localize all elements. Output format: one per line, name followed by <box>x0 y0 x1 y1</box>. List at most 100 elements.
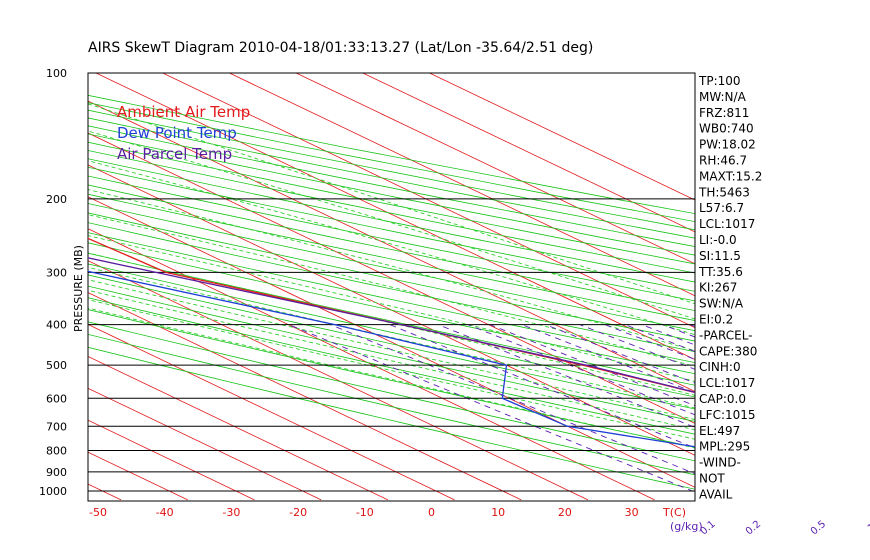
stability-indices: TP:100 MW:N/A FRZ:811 WB0:740 PW:18.02 RH:46.… <box>698 74 762 501</box>
index-label: KI:267 <box>699 281 737 295</box>
pressure-tick-label: 500 <box>46 359 67 372</box>
mixing-ratio-line <box>489 324 695 407</box>
dry-adiabat-line <box>88 242 695 375</box>
dry-adiabat-line <box>88 309 695 448</box>
plot-frame <box>87 72 696 502</box>
dry-adiabat-line <box>88 321 695 462</box>
legend: Ambient Air Temp Dew Point Temp Air Parc… <box>117 103 250 163</box>
legend-dew-point-temp: Dew Point Temp <box>117 124 237 142</box>
isotherm-line <box>88 132 695 424</box>
dry-adiabat-line <box>88 232 695 364</box>
pressure-tick-label: 1000 <box>39 485 67 498</box>
isotherm-line <box>88 292 522 501</box>
mixing-ratio-line <box>288 324 695 493</box>
bottom-temp-tick-label: -20 <box>289 506 307 519</box>
moist-adiabat-line <box>88 289 695 431</box>
index-label: LI:-0.0 <box>699 233 737 247</box>
index-label: SW:N/A <box>699 297 744 311</box>
mixing-ratio-line <box>467 324 695 416</box>
y-axis-label: PRESSURE (MB) <box>72 245 85 332</box>
bottom-temp-tick-label: -50 <box>89 506 107 519</box>
isotherm-line <box>162 73 695 329</box>
isotherm-line <box>88 228 655 501</box>
series-line-3 <box>88 257 695 393</box>
mixing-ratio-line <box>545 324 695 384</box>
bottom-temp-tick-label: 20 <box>558 506 572 519</box>
dry-adiabat-line <box>88 133 695 256</box>
pressure-tick-label: 600 <box>46 392 67 405</box>
isotherm-line <box>95 73 695 361</box>
mixing-ratio-line <box>389 324 695 449</box>
index-label: LFC:1015 <box>699 408 756 422</box>
index-label: EI:0.2 <box>699 313 733 327</box>
dry-adiabat-line <box>88 175 695 302</box>
dry-adiabat-line <box>88 285 695 422</box>
index-label: CINH:0 <box>699 360 741 374</box>
temp-unit-label: T(C) <box>662 506 686 519</box>
isobar-lines <box>87 72 696 502</box>
pressure-tick-label: 400 <box>46 319 67 332</box>
index-label: -WIND- <box>699 456 741 470</box>
dry-adiabat-line <box>88 184 695 312</box>
mixing-ratio-unit-label: (g/kg) <box>670 520 703 533</box>
isotherm-line <box>429 73 695 201</box>
index-label: -PARCEL- <box>699 328 753 342</box>
moist-adiabat-line <box>88 189 695 352</box>
isotherm-line <box>88 164 695 456</box>
index-label: MAXT:15.2 <box>699 169 762 183</box>
index-label: NOT <box>699 472 725 486</box>
index-label: MPL:295 <box>699 440 750 454</box>
mixing-ratio-tick-label: 0.5 <box>809 519 828 538</box>
dry-adiabat-line <box>88 141 695 265</box>
moist-adiabat-line <box>88 160 695 336</box>
pressure-tick-label: 300 <box>46 266 67 279</box>
mixing-ratio-line <box>579 324 695 370</box>
mixing-ratio-line <box>438 324 695 428</box>
pressure-tick-label: 800 <box>46 444 67 457</box>
isotherm-line <box>362 73 695 233</box>
isotherm-line <box>88 387 322 501</box>
moist-adiabat-line <box>88 252 695 396</box>
chart-title: AIRS SkewT Diagram 2010-04-18/01:33:13.2… <box>88 40 593 56</box>
bottom-temp-tick-label: 10 <box>491 506 505 519</box>
isotherm-line <box>295 73 695 265</box>
index-label: LCL:1017 <box>699 217 755 231</box>
dry-adiabat-line <box>88 158 695 283</box>
index-label: L57:6.7 <box>699 201 744 215</box>
isotherm-line <box>229 73 695 297</box>
index-label: RH:46.7 <box>699 154 747 168</box>
moist-adiabat-line <box>88 235 695 382</box>
index-label: SI:11.5 <box>699 249 741 263</box>
index-label: PW:18.02 <box>699 138 756 152</box>
legend-air-parcel-temp: Air Parcel Temp <box>117 145 232 163</box>
index-label: WB0:740 <box>699 122 754 136</box>
bottom-temp-tick-label: 30 <box>625 506 639 519</box>
dry-adiabat-line <box>88 125 695 248</box>
index-label: CAP:0.0 <box>699 392 746 406</box>
dry-adiabat-line <box>88 333 695 476</box>
dry-adiabat-line <box>88 274 695 410</box>
moist-adiabat-line <box>88 307 695 449</box>
index-label: FRZ:811 <box>699 106 749 120</box>
isotherm-line <box>88 196 695 488</box>
mixing-ratio-tick-label: 1 <box>866 522 870 535</box>
isotherm-line <box>88 419 255 501</box>
legend-ambient-air-temp: Ambient Air Temp <box>117 103 250 121</box>
mixing-ratio-tick-label: 0.2 <box>744 519 763 538</box>
pressure-tick-label: 700 <box>46 420 67 433</box>
isotherm-line <box>88 324 455 501</box>
index-label: CAPE:380 <box>699 344 757 358</box>
pressure-tick-label: 100 <box>46 67 67 80</box>
bottom-temp-tick-label: -40 <box>156 506 174 519</box>
isotherm-line <box>88 355 389 501</box>
index-label: AVAIL <box>699 487 733 501</box>
dry-adiabat-line <box>88 222 695 353</box>
index-label: MW:N/A <box>699 90 747 104</box>
bottom-temp-tick-label: 0 <box>428 506 435 519</box>
isotherm-line <box>88 260 589 501</box>
dry-adiabat-line <box>88 150 695 274</box>
pressure-tick-label: 200 <box>46 193 67 206</box>
isotherm-line <box>0 73 54 500</box>
